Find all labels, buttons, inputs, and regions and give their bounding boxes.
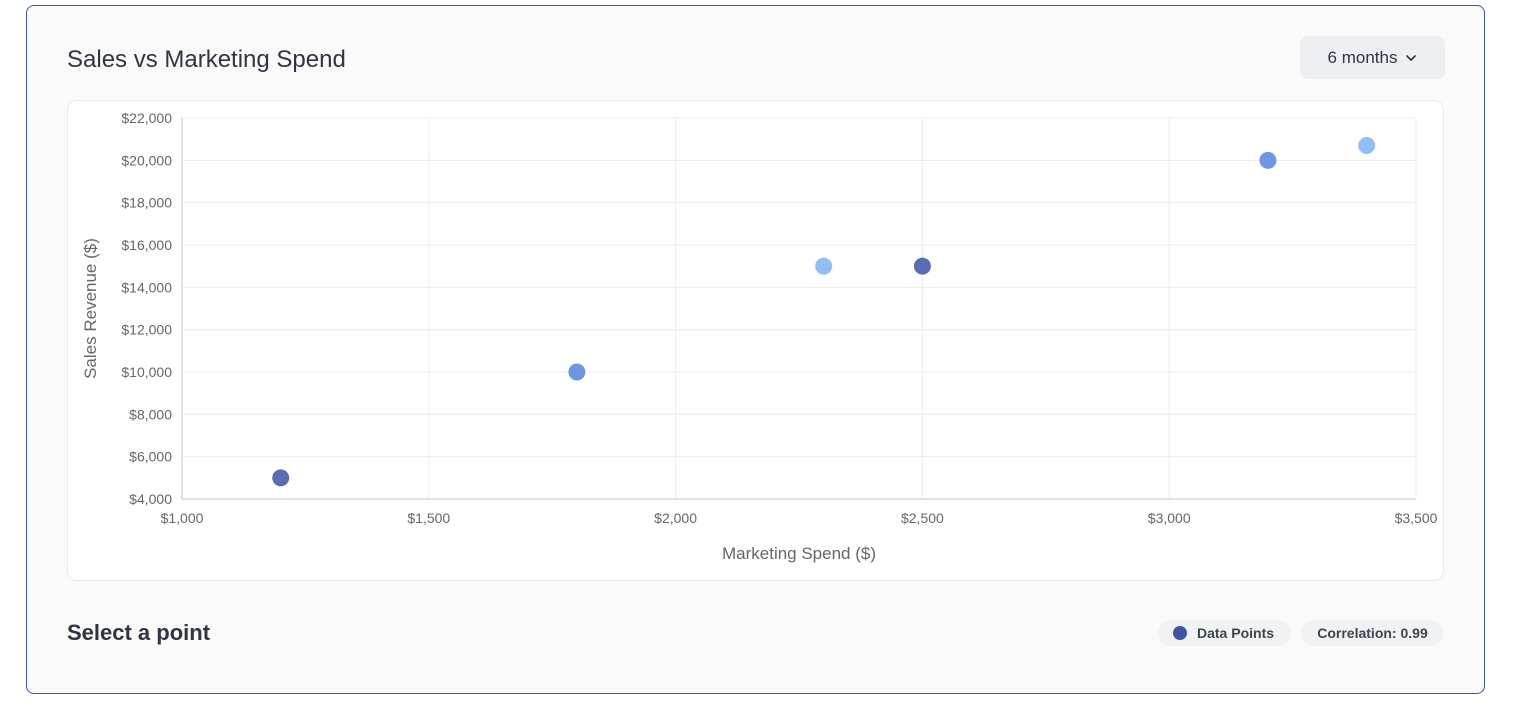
legend-chip: Data Points xyxy=(1158,620,1291,646)
y-tick-label: $14,000 xyxy=(121,279,172,295)
y-tick-label: $4,000 xyxy=(129,491,172,507)
x-tick-label: $2,500 xyxy=(901,510,944,526)
y-tick-label: $20,000 xyxy=(121,152,172,168)
x-tick-label: $3,500 xyxy=(1395,510,1438,526)
period-dropdown-label: 6 months xyxy=(1327,47,1398,67)
x-tick-label: $1,000 xyxy=(161,510,204,526)
correlation-badge: Correlation: 0.99 xyxy=(1301,620,1444,646)
y-axis-title: Sales Revenue ($) xyxy=(81,238,100,379)
y-tick-label: $8,000 xyxy=(129,406,172,422)
selected-point-text: Select a point xyxy=(67,620,211,645)
x-tick-label: $2,000 xyxy=(654,510,697,526)
chart-title: Sales vs Marketing Spend xyxy=(67,46,346,73)
data-point[interactable] xyxy=(1259,151,1277,169)
y-tick-label: $12,000 xyxy=(121,322,172,338)
chart-card: Sales vs Marketing Spend 6 months $1,000… xyxy=(26,5,1485,694)
x-tick-label: $1,500 xyxy=(407,510,450,526)
data-point[interactable] xyxy=(815,257,833,275)
grid-lines xyxy=(181,117,1417,500)
y-tick-label: $18,000 xyxy=(121,195,172,211)
tick-labels: $1,000 $1,500 $2,000 $2,500 $3,000 $3,500 $4,0… xyxy=(121,110,1437,526)
data-point[interactable] xyxy=(568,363,586,381)
y-tick-label: $16,000 xyxy=(121,237,172,253)
scatter-plot: $1,000 $1,500 $2,000 $2,500 $3,000 $3,500 $4,0… xyxy=(81,110,1438,563)
data-points xyxy=(272,137,1376,487)
data-point[interactable] xyxy=(1358,137,1376,155)
y-tick-label: $22,000 xyxy=(121,110,172,126)
axes xyxy=(181,118,1416,500)
data-point[interactable] xyxy=(272,469,290,487)
legend-label: Data Points xyxy=(1197,625,1275,641)
y-tick-label: $10,000 xyxy=(121,364,172,380)
legend-dot-icon xyxy=(1173,626,1187,640)
x-tick-label: $3,000 xyxy=(1148,510,1191,526)
data-point[interactable] xyxy=(913,257,931,275)
x-axis-title: Marketing Spend ($) xyxy=(722,544,876,563)
chevron-down-icon xyxy=(1406,54,1417,61)
y-tick-label: $6,000 xyxy=(129,449,172,465)
period-dropdown[interactable]: 6 months xyxy=(1300,36,1445,79)
chart-area: $1,000 $1,500 $2,000 $2,500 $3,000 $3,500 $4,0… xyxy=(67,100,1444,581)
